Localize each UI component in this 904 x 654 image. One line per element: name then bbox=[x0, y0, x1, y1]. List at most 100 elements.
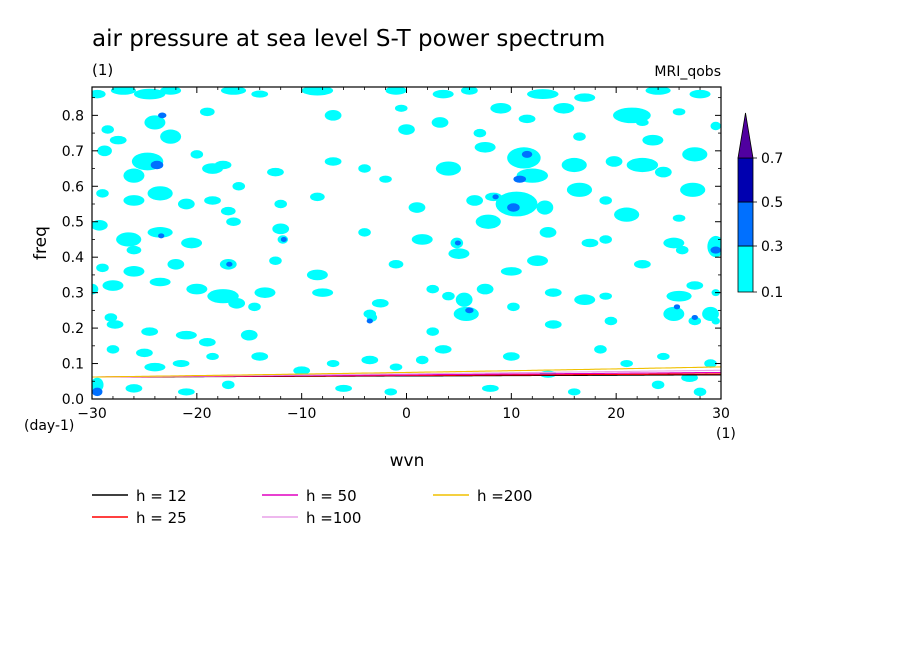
spectrum-blob bbox=[466, 195, 484, 206]
spectrum-blob bbox=[106, 345, 120, 354]
curve-200 bbox=[92, 366, 721, 378]
spectrum-blob bbox=[574, 93, 596, 102]
spectrum-blob bbox=[626, 157, 659, 173]
spectrum-blob bbox=[158, 233, 165, 239]
spectrum-blob bbox=[415, 355, 429, 365]
spectrum-blob bbox=[190, 150, 204, 159]
spectrum-blob bbox=[204, 196, 221, 205]
spectrum-blob bbox=[642, 134, 664, 146]
spectrum-blob bbox=[358, 228, 371, 237]
spectrum-blob bbox=[544, 320, 562, 329]
spectrum-blob bbox=[254, 287, 276, 298]
spectrum-blob bbox=[248, 302, 261, 312]
spectrum-blob bbox=[232, 182, 246, 191]
spectrum-blob bbox=[106, 320, 124, 329]
spectrum-blob bbox=[475, 214, 501, 229]
colorbar-label: 0.5 bbox=[761, 195, 783, 211]
spectrum-blob bbox=[461, 87, 478, 95]
spectrum-blob bbox=[144, 115, 166, 130]
y-axis: 0.0 0.1 0.2 0.3 0.4 0.5 0.6 0.7 0.8 bbox=[62, 97, 721, 408]
spectrum-blob bbox=[663, 306, 685, 321]
spectrum-blob bbox=[473, 128, 487, 138]
spectrum-blob bbox=[274, 199, 287, 209]
spectrum-blob bbox=[293, 366, 311, 375]
x-axis-label: wvn bbox=[390, 451, 425, 471]
spectrum-blob bbox=[567, 388, 581, 396]
spectrum-blob bbox=[500, 267, 522, 276]
legend-label: h = 25 bbox=[136, 509, 187, 527]
spectrum-blob bbox=[666, 290, 692, 302]
spectrum-blob bbox=[149, 277, 171, 287]
x-tick-label: 30 bbox=[712, 406, 730, 422]
spectrum-blob bbox=[573, 132, 586, 141]
y-axis-unit: (day-1) bbox=[24, 418, 74, 434]
colorbar-segment bbox=[737, 157, 754, 203]
spectrum-blob bbox=[492, 194, 499, 200]
spectrum-blob bbox=[599, 292, 612, 300]
legend-label: h =200 bbox=[477, 487, 532, 505]
spectrum-blob bbox=[92, 283, 99, 295]
spectrum-blob bbox=[384, 388, 398, 396]
spectrum-blob bbox=[220, 206, 236, 216]
spectrum-blob bbox=[388, 260, 404, 269]
spectrum-blob bbox=[536, 200, 554, 215]
spectrum-blob bbox=[167, 258, 185, 270]
spectrum-blob bbox=[198, 338, 216, 347]
spectrum-blob bbox=[389, 363, 403, 371]
spectrum-blob bbox=[455, 292, 473, 307]
spectrum-blob bbox=[518, 114, 536, 124]
spectrum-blob bbox=[693, 387, 707, 397]
spectrum-blob bbox=[442, 291, 455, 301]
spectrum-blob bbox=[651, 380, 665, 390]
spectrum-blob bbox=[645, 87, 671, 95]
spectrum-blob bbox=[104, 313, 118, 322]
x-tick-label: 20 bbox=[607, 406, 625, 422]
spectrum-blob bbox=[474, 141, 496, 153]
spectrum-blob bbox=[272, 223, 290, 235]
spectrum-blob bbox=[581, 238, 599, 248]
spectrum-blob bbox=[144, 362, 166, 372]
spectrum-blob bbox=[620, 360, 633, 368]
spectrum-blob bbox=[672, 214, 686, 222]
x-axis: −30 −20 −10 0 10 20 30 bbox=[77, 87, 730, 422]
spectrum-blob bbox=[710, 121, 721, 131]
spectrum-blob bbox=[691, 314, 698, 320]
y-tick-label: 0.7 bbox=[62, 144, 84, 160]
spectrum-blob bbox=[432, 89, 454, 99]
spectrum-blob bbox=[527, 255, 549, 267]
y-tick-label: 0.5 bbox=[62, 215, 84, 231]
legend-label: h = 50 bbox=[306, 487, 357, 505]
spectrum-blob bbox=[280, 236, 287, 242]
y-tick-label: 0.0 bbox=[62, 392, 84, 408]
spectrum-blob bbox=[267, 167, 284, 177]
spectrum-blob bbox=[172, 360, 190, 368]
spectrum-blob bbox=[150, 160, 164, 170]
spectrum-blob bbox=[226, 261, 233, 267]
colorbar-segment bbox=[737, 201, 754, 247]
chart-subtitle: (1) bbox=[92, 61, 113, 79]
spectrum-blob bbox=[199, 107, 215, 117]
spectrum-blob bbox=[513, 175, 527, 183]
dispersion-curves bbox=[92, 366, 721, 378]
spectrum-blob bbox=[220, 87, 247, 95]
spectrum-blob bbox=[672, 108, 686, 116]
colorbar: 0.1 0.3 0.5 0.7 bbox=[737, 112, 783, 301]
spectrum-blob bbox=[385, 87, 407, 95]
spectrum-blob bbox=[101, 125, 115, 134]
spectrum-blob bbox=[228, 297, 246, 309]
spectrum-blob bbox=[527, 89, 559, 100]
spectrum-blob bbox=[116, 232, 142, 247]
spectrum-blob bbox=[221, 380, 235, 390]
spectrum-blob bbox=[507, 203, 520, 212]
spectrum-blob bbox=[686, 281, 704, 290]
spectrum-contours bbox=[92, 87, 721, 397]
spectrum-blob bbox=[324, 157, 342, 166]
spectrum-blob bbox=[435, 161, 462, 176]
spectrum-blob bbox=[226, 217, 241, 226]
spectrum-blob bbox=[710, 246, 721, 254]
model-name: MRI_qobs bbox=[654, 64, 721, 80]
spectrum-blob bbox=[553, 102, 575, 114]
spectrum-blob bbox=[654, 166, 672, 178]
spectrum-blob bbox=[476, 283, 494, 295]
